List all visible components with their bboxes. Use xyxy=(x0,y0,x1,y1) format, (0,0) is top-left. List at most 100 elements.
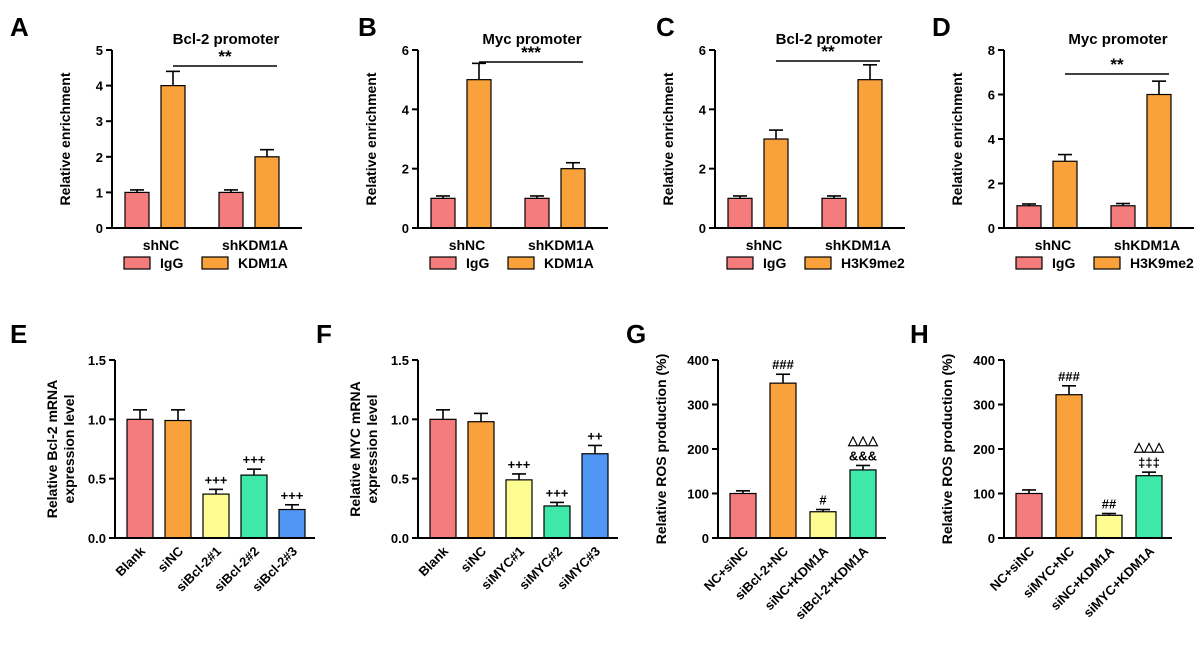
bar-annotation: +++ xyxy=(508,457,531,472)
legend-swatch xyxy=(123,256,151,270)
significance-label: ** xyxy=(218,47,232,66)
x-tick-label: shKDM1A xyxy=(528,237,594,253)
bar-annotation: +++ xyxy=(205,472,228,487)
legend-swatch xyxy=(804,256,832,270)
panel-letter: F xyxy=(316,319,332,349)
bar xyxy=(1110,205,1136,229)
panel-letter: E xyxy=(10,319,27,349)
y-axis-label: Relative Bcl-2 mRNA xyxy=(44,380,60,519)
x-tick-label: shNC xyxy=(449,237,486,253)
y-axis-label: Relative enrichment xyxy=(363,72,379,205)
y-tick-label: 1.5 xyxy=(88,353,106,368)
x-tick-label: siBcl-2+KDM1A xyxy=(792,543,871,622)
bar-annotation: +++ xyxy=(546,485,569,500)
y-axis-label: expression level xyxy=(364,395,380,504)
y-tick-label: 0 xyxy=(402,221,409,236)
y-tick-label: 2 xyxy=(699,162,706,177)
y-tick-label: 2 xyxy=(402,162,409,177)
y-axis-label: Relative enrichment xyxy=(660,72,676,205)
y-tick-label: 0 xyxy=(988,531,995,546)
x-tick-label: shNC xyxy=(143,237,180,253)
bar xyxy=(821,197,847,229)
panel-letter: D xyxy=(932,12,951,42)
bar xyxy=(160,84,186,229)
x-tick-label: shKDM1A xyxy=(1114,237,1180,253)
x-tick-label: siNC xyxy=(155,543,187,575)
y-tick-label: 0 xyxy=(702,531,709,546)
y-tick-label: 2 xyxy=(96,150,103,165)
bar xyxy=(560,168,586,229)
y-tick-label: 400 xyxy=(687,353,709,368)
bar xyxy=(254,156,280,229)
y-tick-label: 0.5 xyxy=(391,472,409,487)
x-tick-label: Blank xyxy=(415,543,451,579)
y-tick-label: 3 xyxy=(96,114,103,129)
panel-title: Bcl-2 promoter xyxy=(173,31,280,48)
bar xyxy=(809,511,837,539)
x-tick-label: shKDM1A xyxy=(825,237,891,253)
bar-annotation: &&& xyxy=(849,448,877,463)
bar xyxy=(466,79,492,229)
significance-label: ** xyxy=(821,42,835,61)
y-tick-label: 4 xyxy=(699,102,707,117)
panel-h: H 0 100 200 300 400 Relative ROS production (%… xyxy=(910,319,1172,620)
bar xyxy=(1055,394,1083,539)
legend-label: IgG xyxy=(1052,255,1075,271)
legend-swatch xyxy=(1093,256,1121,270)
panel-b: B Myc promoter 0 2 4 6 Relative enrichment shNC… xyxy=(358,12,608,271)
legend-label: IgG xyxy=(160,255,183,271)
bar xyxy=(581,453,609,539)
panel-d: D Myc promoter 0 2 4 6 8 Relative enrichment shN… xyxy=(932,12,1194,271)
significance-label: *** xyxy=(521,43,541,62)
legend-swatch xyxy=(1015,256,1043,270)
x-tick-label: siNC xyxy=(458,543,490,575)
bar xyxy=(1095,514,1123,539)
y-axis-label: Relative MYC mRNA xyxy=(347,381,363,516)
y-tick-label: 200 xyxy=(687,442,709,457)
x-tick-label: shNC xyxy=(746,237,783,253)
y-axis-label: Relative enrichment xyxy=(57,72,73,205)
panel-c: C Bcl-2 promoter 0 2 4 6 Relative enrichment sh… xyxy=(656,12,905,271)
bar xyxy=(505,479,533,539)
y-tick-label: 8 xyxy=(988,43,995,58)
legend-label: H3K9me2 xyxy=(1130,255,1194,271)
legend-swatch xyxy=(201,256,229,270)
bar xyxy=(467,421,495,539)
x-tick-label: shNC xyxy=(1035,237,1072,253)
bar xyxy=(126,418,154,539)
y-tick-label: 1 xyxy=(96,185,103,200)
y-axis-label: Relative ROS production (%) xyxy=(939,354,955,545)
bar-annotation: ## xyxy=(1102,497,1117,512)
bar-annotation: +++ xyxy=(281,488,304,503)
bar xyxy=(769,382,797,539)
y-tick-label: 300 xyxy=(687,398,709,413)
bar xyxy=(124,191,150,229)
y-tick-label: 0.0 xyxy=(88,531,106,546)
legend-swatch xyxy=(507,256,535,270)
x-tick-label: siMYC+KDM1A xyxy=(1080,543,1157,620)
y-tick-label: 300 xyxy=(973,398,995,413)
y-tick-label: 100 xyxy=(973,487,995,502)
bar xyxy=(278,508,306,539)
panel-letter: A xyxy=(10,12,29,42)
legend-label: H3K9me2 xyxy=(841,255,905,271)
y-tick-label: 4 xyxy=(402,102,410,117)
bar xyxy=(1146,93,1172,229)
legend-swatch xyxy=(726,256,754,270)
y-axis-label: Relative ROS production (%) xyxy=(653,354,669,545)
y-tick-label: 1.5 xyxy=(391,353,409,368)
bar xyxy=(430,197,456,229)
bar-annotation: △△△ xyxy=(1133,439,1165,454)
y-axis-label: expression level xyxy=(61,395,77,504)
significance-label: ** xyxy=(1110,55,1124,74)
legend-label: IgG xyxy=(466,255,489,271)
bar xyxy=(202,493,230,539)
bar-annotation: ‡‡‡ xyxy=(1138,455,1160,470)
y-tick-label: 100 xyxy=(687,487,709,502)
y-tick-label: 0.5 xyxy=(88,472,106,487)
y-tick-label: 6 xyxy=(402,43,409,58)
y-tick-label: 0 xyxy=(96,221,103,236)
panel-letter: G xyxy=(626,319,646,349)
y-tick-label: 4 xyxy=(96,79,104,94)
